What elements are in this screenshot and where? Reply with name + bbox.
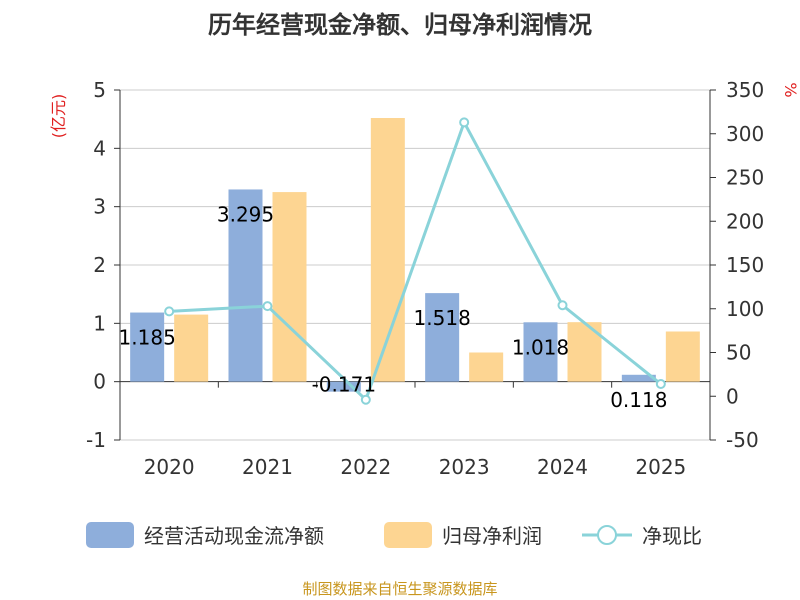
cashflow-bar xyxy=(621,374,656,382)
right-tick-label: 250 xyxy=(726,166,764,190)
source-note: 制图数据来自恒生聚源数据库 xyxy=(302,580,497,598)
chart-title: 历年经营现金净额、归母净利润情况 xyxy=(208,11,592,39)
x-tick-label: 2020 xyxy=(144,455,195,479)
left-tick-label: 3 xyxy=(93,195,106,219)
data-label: 3.295 xyxy=(217,202,274,226)
legend-label-cashflow: 经营活动现金流净额 xyxy=(144,524,324,548)
cash-ratio-line xyxy=(169,118,662,403)
net-profit-bar xyxy=(469,352,504,382)
cashflow-bar xyxy=(228,189,263,382)
cashflow-bar xyxy=(326,381,361,392)
net-profit-bar xyxy=(272,192,307,382)
legend-swatch-net-profit xyxy=(384,522,432,548)
left-tick-label: 1 xyxy=(93,311,106,335)
left-tick-label: 5 xyxy=(93,78,106,102)
data-label: 1.518 xyxy=(414,306,471,330)
cashflow-bar xyxy=(425,293,460,382)
right-tick-label: 300 xyxy=(726,122,764,146)
left-tick-label: -1 xyxy=(86,428,106,452)
legend-label-net-profit: 归母净利润 xyxy=(442,524,542,548)
data-label: 1.018 xyxy=(512,335,569,359)
axes: -1 0 1 2 3 4 5 -50 0 50 100 150 200 250 300 350 2020 2021… xyxy=(86,78,764,479)
data-label: 1.185 xyxy=(119,326,176,350)
right-tick-label: 50 xyxy=(726,341,751,365)
x-tick-label: 2021 xyxy=(242,455,293,479)
right-tick-label: 0 xyxy=(726,384,739,408)
left-tick-label: 2 xyxy=(93,253,106,277)
data-label: -0.171 xyxy=(312,373,376,397)
cash-ratio-point xyxy=(360,394,371,405)
net-profit-bar xyxy=(174,314,209,382)
cash-ratio-point xyxy=(164,306,175,317)
left-tick-label: 0 xyxy=(93,370,106,394)
bar-series xyxy=(130,118,700,392)
left-tick-label: 4 xyxy=(93,136,106,160)
cashflow-bar xyxy=(130,312,165,382)
net-profit-bar xyxy=(665,331,700,382)
line-series xyxy=(164,117,666,405)
cash-ratio-point xyxy=(557,300,568,311)
cash-ratio-point xyxy=(459,117,470,128)
right-tick-label: -50 xyxy=(726,428,759,452)
cash-ratio-point xyxy=(262,301,273,312)
legend: 经营活动现金流净额 归母净利润 净现比 xyxy=(86,522,702,548)
right-tick-label: 350 xyxy=(726,78,764,102)
right-tick-label: 200 xyxy=(726,209,764,233)
right-tick-label: 150 xyxy=(726,253,764,277)
right-axis-unit: % xyxy=(781,82,800,97)
legend-label-cash-ratio: 净现比 xyxy=(642,524,702,548)
x-tick-label: 2025 xyxy=(635,455,686,479)
cash-ratio-point xyxy=(655,379,666,389)
data-labels: 1.185 3.295 -0.171 1.518 1.018 0.118 xyxy=(119,202,668,411)
cashflow-bar xyxy=(523,322,558,382)
left-axis-unit: (亿元) xyxy=(49,94,68,139)
right-tick-label: 100 xyxy=(726,297,764,321)
x-tick-label: 2023 xyxy=(439,455,490,479)
data-label: 0.118 xyxy=(610,388,667,412)
x-tick-label: 2022 xyxy=(340,455,391,479)
legend-marker-cash-ratio xyxy=(597,525,617,545)
legend-swatch-cashflow xyxy=(86,522,134,548)
x-tick-label: 2024 xyxy=(537,455,588,479)
